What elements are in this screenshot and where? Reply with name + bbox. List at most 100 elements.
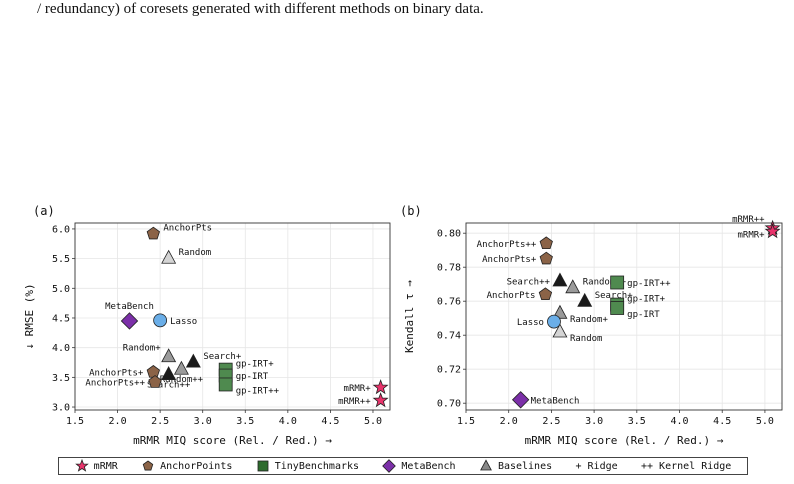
data-label: Lasso <box>517 318 544 328</box>
legend-item: MetaBench <box>382 459 456 473</box>
data-label: MetaBench <box>105 302 154 312</box>
data-label: Search+ <box>595 291 634 301</box>
legend-label: TinyBenchmarks <box>274 460 360 472</box>
data-point <box>161 249 177 264</box>
data-label: Search++ <box>147 380 191 390</box>
data-label: Random <box>179 248 212 258</box>
data-label: mRMR+ <box>738 231 766 241</box>
x-tick-label: 2.5 <box>151 416 169 427</box>
x-tick-label: 2.0 <box>109 416 127 427</box>
x-tick-label: 4.0 <box>279 416 297 427</box>
data-point <box>511 391 530 409</box>
data-point <box>146 365 160 378</box>
y-tick-label: 6.0 <box>52 224 70 235</box>
y-tick-label: 5.5 <box>52 254 70 265</box>
y-tick-label: 5.0 <box>52 284 70 295</box>
data-label: mRMR+ <box>344 384 372 394</box>
x-tick-label: 2.0 <box>500 416 518 427</box>
y-tick-label: 4.0 <box>52 343 70 354</box>
data-point <box>577 292 593 307</box>
legend-label: AnchorPoints <box>160 460 233 472</box>
data-point <box>610 275 625 290</box>
x-tick-label: 4.5 <box>713 416 731 427</box>
data-point <box>565 279 581 294</box>
data-point <box>547 314 561 329</box>
data-label: Search+ <box>203 352 242 362</box>
y-tick-label: 0.76 <box>437 297 461 308</box>
data-point <box>552 323 568 338</box>
data-label: AnchorPts+ <box>482 255 537 265</box>
data-point <box>539 251 553 265</box>
x-tick-label: 4.5 <box>321 416 339 427</box>
data-point <box>173 360 189 375</box>
data-point <box>372 379 389 395</box>
legend: mRMR AnchorPoints TinyBenchmarks MetaBench B… <box>58 457 748 475</box>
legend-item: ++ Kernel Ridge <box>641 461 731 472</box>
x-tick-label: 3.5 <box>628 416 646 427</box>
legend-item: AnchorPoints <box>141 459 232 473</box>
x-tick-label: 1.5 <box>66 416 84 427</box>
legend-label: + Ridge <box>575 460 618 472</box>
plot-frame <box>465 222 783 411</box>
data-label: Search++ <box>507 277 551 287</box>
y-tick-label: 0.72 <box>437 365 461 376</box>
x-tick-label: 5.0 <box>364 416 382 427</box>
data-label: gp-IRT+ <box>236 360 275 370</box>
panel-a: 1.5 2.0 2.5 3.0 3.5 4.0 4.5 5.0 3.0 3.5 4.0 4.5 5.0 5… <box>23 204 391 447</box>
data-point <box>153 313 168 328</box>
data-label: AnchorPts <box>163 224 212 234</box>
legend-marker-icon <box>74 459 89 472</box>
data-label: AnchorPts+ <box>89 369 144 379</box>
panel-label: (a) <box>33 204 55 218</box>
data-point <box>120 312 139 330</box>
data-point <box>148 375 162 388</box>
data-label: gp-IRT <box>236 372 269 382</box>
data-point <box>161 348 177 363</box>
data-label: Random+ <box>570 315 609 325</box>
x-tick-label: 2.5 <box>542 416 560 427</box>
plot-frame <box>74 222 391 411</box>
data-point <box>372 392 389 408</box>
legend-label: Baselines <box>497 460 553 472</box>
legend-item: mRMR <box>74 459 118 473</box>
data-point <box>610 301 625 315</box>
legend-marker-icon <box>142 460 154 471</box>
data-point <box>539 236 553 250</box>
y-tick-label: 3.0 <box>52 403 70 414</box>
y-tick-label: 4.5 <box>52 313 70 324</box>
legend-item: Baselines <box>479 459 552 473</box>
data-label: gp-IRT+ <box>627 295 666 305</box>
data-label: mRMR++ <box>338 397 371 407</box>
legend-marker-icon <box>257 460 269 472</box>
data-point <box>161 366 177 380</box>
panel-label: (b) <box>400 204 422 218</box>
data-label: gp-IRT <box>627 310 660 320</box>
legend-marker-icon <box>382 459 397 473</box>
y-tick-label: 0.80 <box>437 229 461 240</box>
data-label: Random <box>570 334 603 344</box>
y-tick-label: 0.78 <box>437 263 461 274</box>
x-tick-label: 3.0 <box>194 416 212 427</box>
data-label: MetaBench <box>531 396 580 406</box>
data-label: mRMR++ <box>732 215 765 225</box>
panel-b: 1.5 2.0 2.5 3.0 3.5 4.0 4.5 5.0 0.70 0.72 0.74 0.76… <box>400 204 783 447</box>
data-label: gp-IRT++ <box>236 386 280 396</box>
x-tick-label: 5.0 <box>756 416 774 427</box>
data-label: Random++ <box>583 278 627 288</box>
data-label: AnchorPts++ <box>477 240 537 250</box>
data-point <box>146 226 160 240</box>
x-axis-label: mRMR MIQ score (Rel. / Red.) → <box>133 434 332 447</box>
y-tick-label: 0.74 <box>437 331 461 342</box>
x-tick-label: 3.0 <box>585 416 603 427</box>
y-axis-label: Kendall τ → <box>403 280 416 353</box>
data-label: Random+ <box>123 344 162 354</box>
legend-marker-icon <box>480 459 492 471</box>
legend-item: TinyBenchmarks <box>256 459 359 473</box>
y-axis-label: ↓ RMSE (%) <box>23 283 36 349</box>
data-label: AnchorPts++ <box>85 379 145 389</box>
y-tick-label: 3.5 <box>52 373 70 384</box>
data-point <box>218 377 233 392</box>
legend-label: ++ Kernel Ridge <box>641 460 732 472</box>
data-point <box>185 353 201 368</box>
